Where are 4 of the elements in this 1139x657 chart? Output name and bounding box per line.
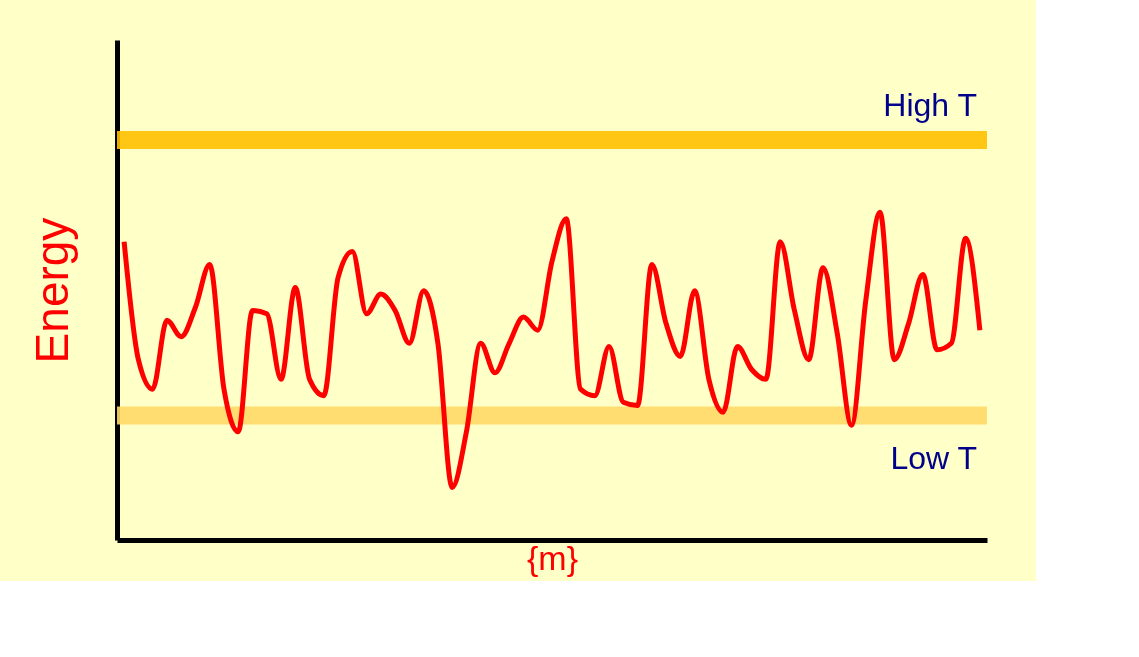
x-axis-title: {m} bbox=[526, 538, 579, 577]
ref-line-label: High T bbox=[883, 87, 977, 123]
y-axis-title: Energy bbox=[25, 217, 78, 364]
ref-line-label: Low T bbox=[890, 440, 977, 477]
